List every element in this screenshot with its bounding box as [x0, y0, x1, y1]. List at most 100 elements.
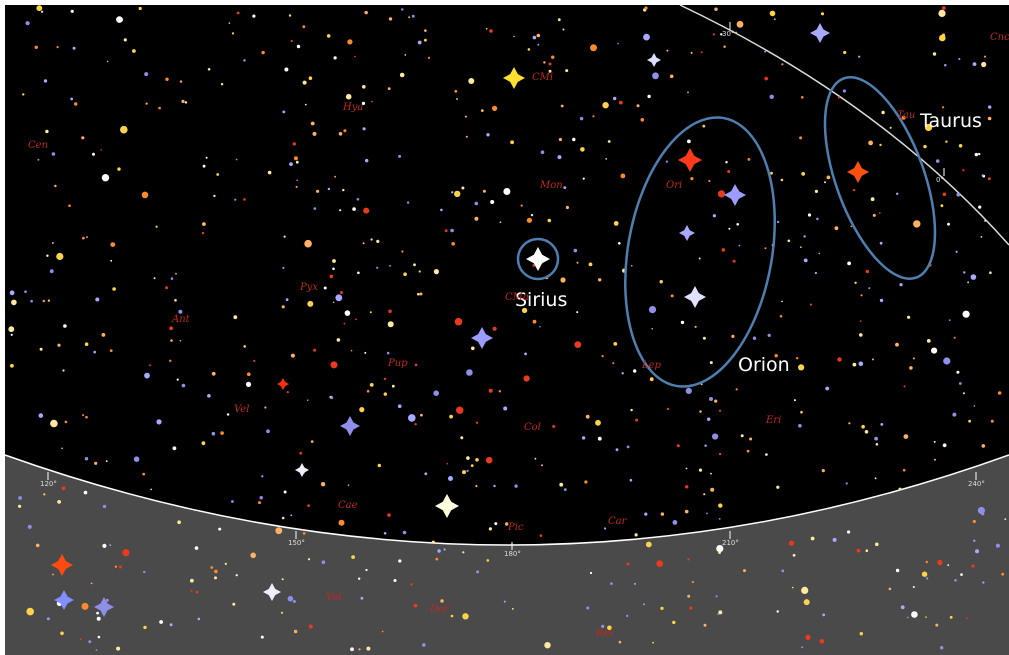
- star: [267, 170, 272, 175]
- star: [449, 414, 453, 419]
- star: [699, 410, 702, 413]
- star: [492, 326, 497, 331]
- star: [618, 242, 621, 245]
- star: [649, 377, 654, 382]
- star: [462, 470, 466, 475]
- star: [731, 334, 735, 338]
- star: [138, 6, 142, 11]
- star: [431, 540, 435, 544]
- star: [958, 382, 962, 385]
- star: [376, 239, 380, 243]
- star: [354, 55, 356, 58]
- star: [470, 464, 474, 467]
- star: [156, 419, 162, 425]
- star: [235, 158, 238, 161]
- star: [24, 290, 27, 294]
- star: [347, 39, 353, 45]
- star: [881, 110, 885, 115]
- star: [170, 277, 174, 280]
- star: [466, 469, 469, 473]
- star: [776, 220, 780, 224]
- star: [584, 480, 588, 484]
- star: [630, 264, 633, 267]
- star: [179, 340, 182, 342]
- star: [433, 390, 440, 397]
- star: [460, 436, 464, 440]
- star: [481, 109, 484, 112]
- star: [799, 136, 803, 140]
- star: [485, 456, 493, 464]
- star: [721, 248, 726, 252]
- star: [371, 100, 373, 103]
- star: [333, 56, 337, 60]
- star: [35, 543, 40, 548]
- star: [940, 204, 944, 208]
- star: [101, 333, 106, 337]
- star: [576, 261, 579, 264]
- star: [864, 430, 869, 434]
- star: [295, 160, 299, 164]
- star: [350, 647, 354, 652]
- star: [475, 421, 479, 424]
- star: [391, 384, 395, 388]
- star: [413, 603, 418, 608]
- star: [96, 611, 99, 615]
- star: [975, 549, 979, 554]
- star: [86, 236, 88, 238]
- star: [102, 543, 107, 549]
- star: [360, 596, 364, 600]
- star: [647, 94, 651, 99]
- star: [261, 475, 264, 478]
- constellation-label: Pic: [507, 522, 524, 533]
- star: [858, 55, 861, 58]
- star: [102, 504, 107, 509]
- star: [965, 617, 968, 620]
- star: [669, 74, 674, 79]
- star: [523, 375, 530, 382]
- star: [798, 424, 802, 428]
- star: [288, 14, 292, 17]
- star: [973, 539, 976, 542]
- star: [122, 549, 130, 557]
- star: [358, 577, 361, 580]
- star: [359, 407, 365, 413]
- star: [659, 280, 663, 284]
- star: [190, 589, 193, 592]
- star: [781, 300, 783, 303]
- star: [290, 39, 293, 43]
- star: [645, 541, 652, 548]
- star: [607, 140, 611, 143]
- star: [334, 175, 336, 178]
- star: [446, 462, 449, 465]
- star: [468, 78, 475, 84]
- star: [448, 476, 453, 481]
- star: [665, 160, 669, 163]
- star: [259, 496, 263, 500]
- star: [387, 87, 391, 90]
- star: [144, 72, 149, 77]
- star: [560, 277, 566, 283]
- bright-star: [503, 67, 525, 89]
- star: [749, 437, 753, 441]
- star: [207, 394, 211, 398]
- star: [419, 292, 423, 296]
- azimuth-label: 0°: [936, 176, 944, 184]
- star: [466, 456, 470, 460]
- star: [888, 587, 892, 591]
- bright-star: [471, 327, 493, 349]
- star: [552, 425, 556, 428]
- star: [990, 419, 994, 423]
- star: [281, 516, 285, 520]
- star: [706, 512, 708, 515]
- star: [210, 566, 214, 569]
- star: [329, 274, 334, 279]
- star: [81, 136, 85, 140]
- star: [585, 414, 590, 419]
- constellation-label: Ori: [666, 180, 682, 191]
- star: [954, 579, 957, 582]
- star: [435, 557, 439, 561]
- star: [819, 639, 825, 644]
- star: [94, 461, 98, 465]
- star: [714, 7, 718, 11]
- star: [769, 94, 774, 100]
